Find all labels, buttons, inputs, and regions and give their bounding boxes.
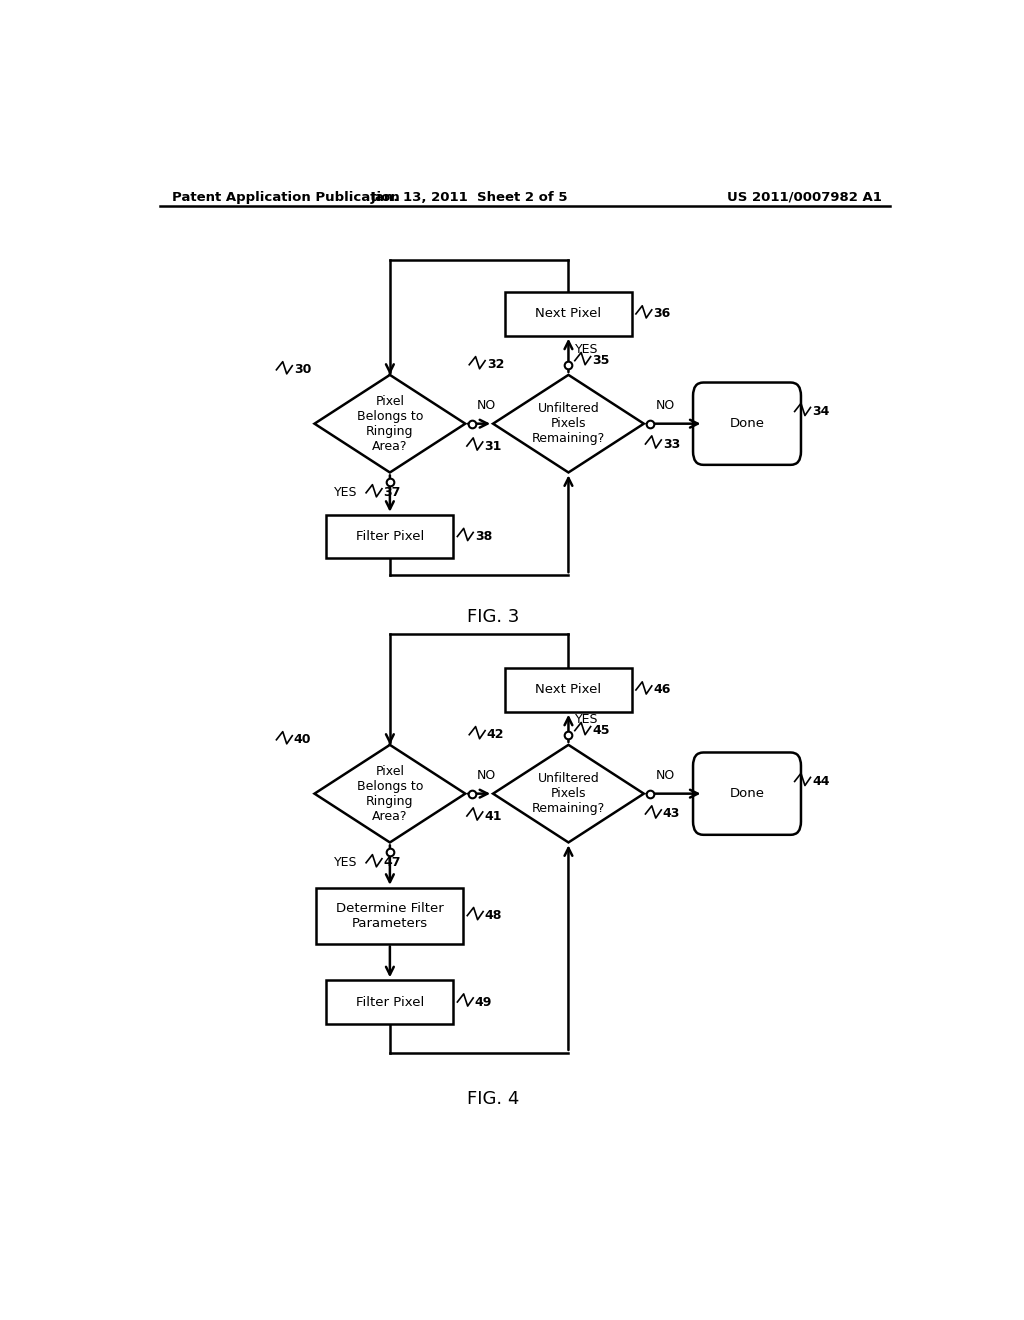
Text: 49: 49: [475, 995, 493, 1008]
Polygon shape: [314, 744, 465, 842]
Text: 48: 48: [484, 909, 502, 923]
Text: 45: 45: [592, 725, 609, 737]
Text: 47: 47: [384, 857, 401, 870]
Text: Next Pixel: Next Pixel: [536, 684, 601, 697]
Text: Determine Filter
Parameters: Determine Filter Parameters: [336, 902, 443, 929]
Text: Done: Done: [729, 787, 765, 800]
Text: 32: 32: [486, 358, 504, 371]
Text: Pixel
Belongs to
Ringing
Area?: Pixel Belongs to Ringing Area?: [356, 764, 423, 822]
Text: Filter Pixel: Filter Pixel: [355, 995, 424, 1008]
FancyBboxPatch shape: [505, 668, 632, 711]
Text: US 2011/0007982 A1: US 2011/0007982 A1: [727, 190, 882, 203]
Text: 35: 35: [592, 354, 609, 367]
Text: 30: 30: [294, 363, 311, 376]
Text: Filter Pixel: Filter Pixel: [355, 531, 424, 543]
Polygon shape: [494, 744, 644, 842]
FancyBboxPatch shape: [693, 383, 801, 465]
Text: FIG. 3: FIG. 3: [467, 607, 519, 626]
Text: FIG. 4: FIG. 4: [467, 1089, 519, 1107]
Text: NO: NO: [655, 399, 675, 412]
Polygon shape: [494, 375, 644, 473]
Text: NO: NO: [477, 768, 497, 781]
Text: 37: 37: [384, 486, 401, 499]
Text: 33: 33: [663, 437, 680, 450]
Polygon shape: [314, 375, 465, 473]
Text: YES: YES: [334, 857, 357, 870]
Text: NO: NO: [655, 768, 675, 781]
FancyBboxPatch shape: [327, 515, 454, 558]
FancyBboxPatch shape: [505, 292, 632, 335]
Text: 41: 41: [484, 809, 502, 822]
FancyBboxPatch shape: [316, 887, 463, 944]
Text: Pixel
Belongs to
Ringing
Area?: Pixel Belongs to Ringing Area?: [356, 395, 423, 453]
Text: Unfiltered
Pixels
Remaining?: Unfiltered Pixels Remaining?: [531, 772, 605, 816]
Text: Patent Application Publication: Patent Application Publication: [172, 190, 399, 203]
Text: 34: 34: [812, 405, 829, 418]
Text: YES: YES: [574, 343, 598, 356]
Text: Done: Done: [729, 417, 765, 430]
Text: Jan. 13, 2011  Sheet 2 of 5: Jan. 13, 2011 Sheet 2 of 5: [371, 190, 568, 203]
Text: YES: YES: [574, 713, 598, 726]
FancyBboxPatch shape: [327, 981, 454, 1024]
Text: 42: 42: [486, 729, 504, 742]
Text: Next Pixel: Next Pixel: [536, 308, 601, 321]
Text: 40: 40: [294, 734, 311, 746]
Text: 38: 38: [475, 531, 493, 543]
Text: NO: NO: [477, 399, 497, 412]
Text: 46: 46: [653, 684, 671, 697]
Text: Unfiltered
Pixels
Remaining?: Unfiltered Pixels Remaining?: [531, 403, 605, 445]
Text: 43: 43: [663, 808, 680, 821]
FancyBboxPatch shape: [693, 752, 801, 834]
Text: 31: 31: [484, 440, 502, 453]
Text: 44: 44: [812, 775, 829, 788]
Text: YES: YES: [334, 486, 357, 499]
Text: 36: 36: [653, 308, 671, 321]
